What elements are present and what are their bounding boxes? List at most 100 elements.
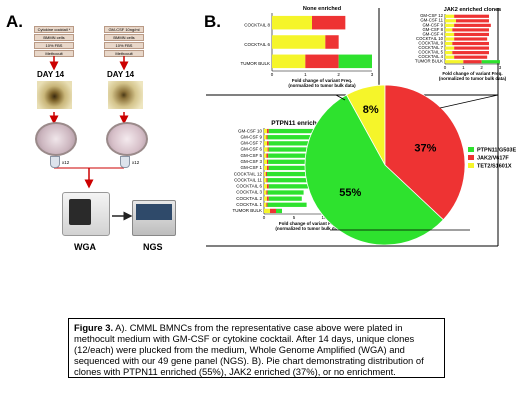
bar-segment [264,178,267,183]
bar-segment [266,178,268,183]
bar-segment [264,147,268,152]
caption-figure-number: Figure 3. [74,322,114,333]
bar-segment [276,208,282,214]
bar-segment [445,14,455,18]
bar-category-label: TUMOR BULK [240,61,270,66]
legend-swatch [468,163,474,168]
bar-segment [264,128,267,134]
bar-xlabel-line1: Fold change of variant Freq. [292,78,352,83]
bar-segment [264,141,267,146]
bar-category-label: GM-CSF 11 [420,18,443,23]
bar-segment [452,41,489,46]
bar-segment [270,208,276,214]
bar-segment [267,196,269,201]
bar-segment [445,60,464,64]
day-right-label: DAY 14 [107,70,135,79]
bar-category-label: COCKTAIL 12 [234,171,263,176]
bar-segment [452,28,489,32]
bar-segment [272,35,326,49]
tube-right-label-3: 10% FBS [104,42,144,49]
pcr-tube-right-icon [120,156,130,168]
bar-segment [264,202,267,207]
bar-category-label: TUMOR BULK [415,59,443,64]
bar-category-label: COCKTAIL 1 [236,202,262,207]
bar-segment [454,32,489,37]
tube-right-label-2: BMMN cells [104,34,144,41]
legend-label: PTPN11/G503E [477,148,516,154]
bar-segment [266,135,268,140]
bar-segment [268,184,311,189]
bar-segment [267,171,318,177]
day-left-label: DAY 14 [37,70,65,79]
bar-category-label: COCKTAIL 9 [418,40,443,45]
bar-segment [325,35,339,49]
bar-category-label: GM-CSF 5 [240,153,262,158]
bar-segment [267,147,269,152]
bar-tick-label: 1 [462,65,465,70]
bar-segment [264,135,267,140]
bar-category-label: COCKTAIL 6 [244,42,270,47]
bar-category-label: COCKTAIL 7 [418,45,443,50]
bar-category-label: GM-CSF 10 [238,128,263,133]
pie-slice [384,84,466,221]
bar-chart-title: None enriched [303,6,341,12]
bar-category-label: GM-CSF 6 [240,147,262,152]
tube-right: GM-CSF 10ng/ml BMMN cells 10% FBS Methoc… [104,26,144,57]
bar-category-label: GM-CSF 8 [422,27,443,32]
bar-segment [267,165,269,171]
bar-segment [445,19,456,23]
tube-left-label-3: 10% FBS [34,42,74,49]
bar-segment [454,37,488,41]
bar-category-label: TUMOR BULK [232,208,262,213]
bar-xlabel-line2: (normalized to tumor bulk data) [439,76,507,81]
bar-category-label: GM-CSF 1 [240,165,262,170]
x12-label-right: x12 [132,160,140,165]
bar-segment [268,128,344,134]
x12-label-left: x12 [62,160,70,165]
bar-segment [264,171,266,177]
bar-segment [445,23,455,27]
connector-line [439,94,499,109]
bar-segment [456,19,489,23]
bar-segment [445,41,453,46]
bar-segment [268,159,326,164]
bar-chart-title: PTPN11 enriched clones [271,120,347,127]
tube-left-label-1: Cytokine cocktail * [34,26,74,33]
pie-slice-label: 8% [363,104,379,116]
bar-segment [445,37,455,41]
bar-category-label: COCKTAIL 8 [244,23,270,28]
bar-tick-label: 0 [444,65,447,70]
bar-xlabel-line1: Fold change of variant Freq. [442,71,502,76]
bar-segment [454,23,491,27]
bar-segment [266,202,268,207]
bar-segment [452,51,489,55]
bar-segment [264,159,267,164]
bar-category-label: COCKTAIL 10 [416,36,444,41]
bar-category-label: GM-CSF 7 [240,141,262,146]
bar-category-label: COCKTAIL 11 [234,177,262,182]
wga-machine-icon [62,192,110,236]
caption-text: A). CMML BMNCs from the representative c… [74,322,424,377]
legend-label: TET2/S1601X [477,164,512,170]
bar-segment [264,208,270,214]
bar-xlabel-line1: Fold change of variant Freq. [279,221,339,226]
bar-tick-label: 1 [304,72,307,77]
pie-slice [304,94,444,246]
bar-tick-label: 5 [293,215,296,220]
bar-segment [264,153,267,158]
panel-b-charts: None enriched COCKTAIL 8 COCKTAIL 6 TUMOR B… [206,6,516,247]
panel-b-label: B. [204,12,221,31]
bar-segment [267,190,304,195]
legend-swatch [468,155,474,160]
bar-chart-title: JAK2 enriched clones [444,7,501,13]
panel-a-label: A. [6,12,23,31]
bar-tick-label: 3 [371,72,374,77]
bar-segment [267,141,269,146]
bar-segment [267,159,269,164]
tube-left: Cytokine cocktail * BMMN cells 10% FBS M… [34,26,74,57]
bar-segment [454,14,489,18]
bar-segment [264,196,267,201]
bar-segment [445,32,455,37]
bar-category-label: COCKTAIL 6 [236,184,262,189]
bar-segment [445,55,455,59]
